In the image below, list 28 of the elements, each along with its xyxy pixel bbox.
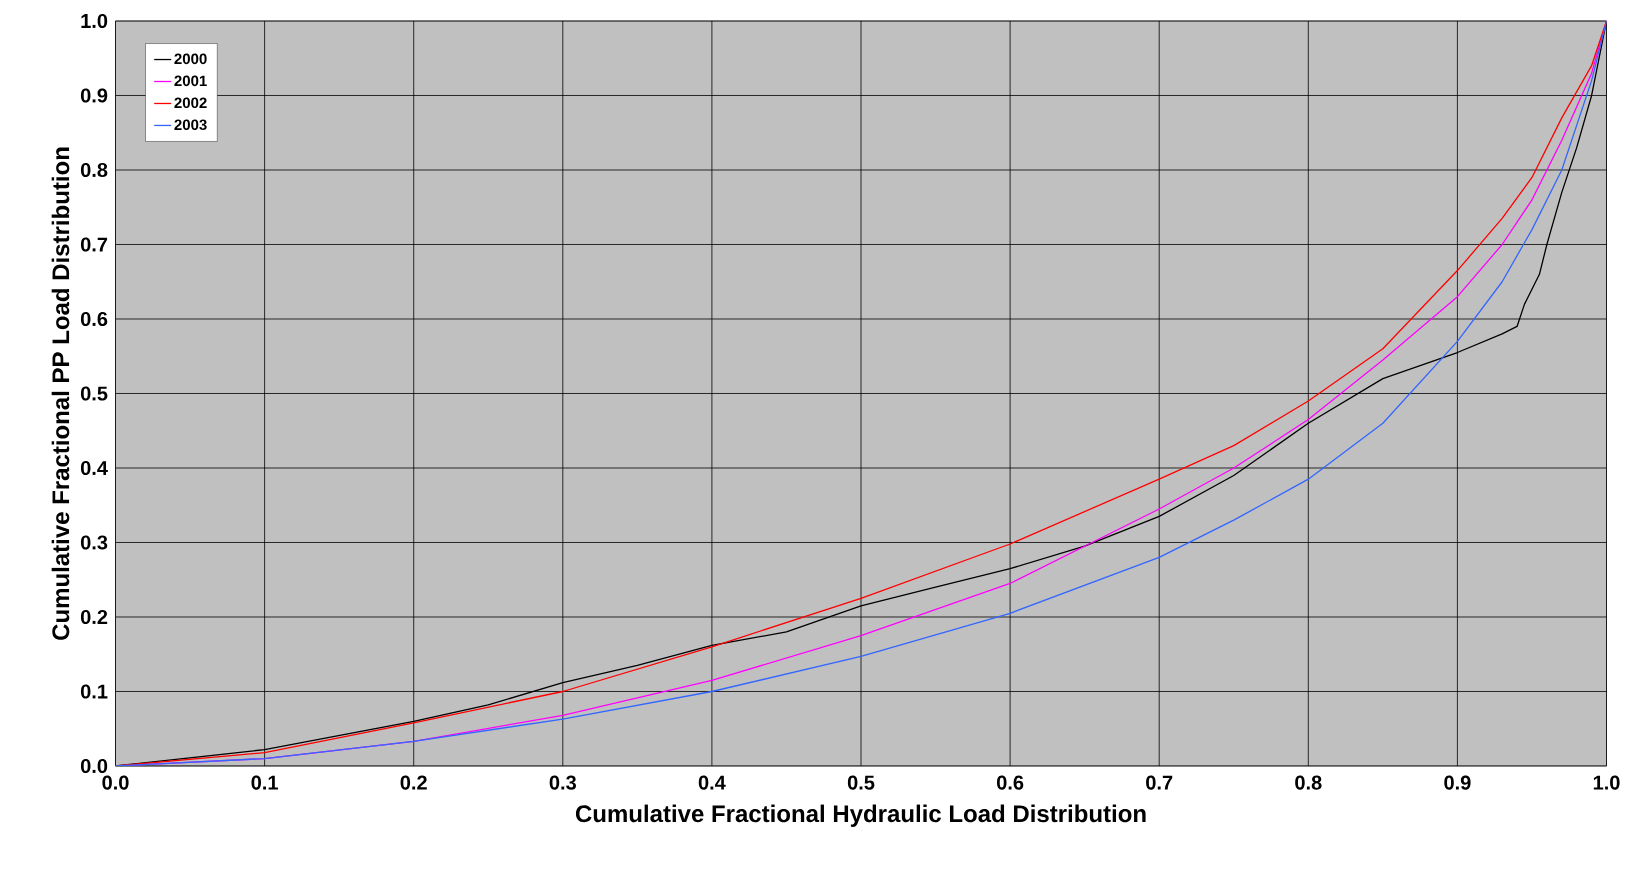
y-tick-label: 0.3 bbox=[80, 535, 108, 550]
legend-label: 2002 bbox=[174, 97, 207, 109]
x-tick-label: 0.0 bbox=[102, 775, 129, 790]
x-tick-label: 0.9 bbox=[1444, 775, 1471, 790]
x-tick-label: 0.2 bbox=[400, 775, 427, 790]
y-tick-label: 0.1 bbox=[80, 684, 108, 699]
y-tick-label: 0.6 bbox=[80, 311, 108, 327]
x-axis-title: Cumulative Fractional Hydraulic Load Distribution bbox=[575, 804, 1146, 827]
legend-label: 2000 bbox=[174, 53, 207, 65]
y-tick-label: 0.4 bbox=[80, 460, 108, 476]
y-tick-label: 0.0 bbox=[80, 758, 108, 774]
x-tick-label: 0.7 bbox=[1146, 775, 1173, 790]
x-tick-label: 0.3 bbox=[549, 775, 576, 790]
x-tick-label: 0.8 bbox=[1295, 775, 1322, 790]
x-tick-label: 0.5 bbox=[847, 775, 875, 790]
x-tick-label: 0.6 bbox=[996, 775, 1024, 790]
x-tick-label: 0.1 bbox=[251, 775, 278, 790]
y-tick-label: 0.9 bbox=[80, 88, 108, 103]
legend-label: 2001 bbox=[174, 75, 207, 87]
y-tick-label: 0.7 bbox=[80, 237, 108, 252]
y-tick-label: 0.5 bbox=[80, 386, 108, 401]
x-tick-label: 0.4 bbox=[698, 775, 726, 790]
y-tick-label: 0.2 bbox=[80, 609, 108, 625]
y-tick-label: 0.8 bbox=[80, 162, 108, 178]
x-tick-label: 1.0 bbox=[1593, 775, 1620, 790]
y-axis-title: Cumulative Fractional PP Load Distribution bbox=[51, 147, 70, 640]
y-tick-label: 1.0 bbox=[81, 13, 108, 29]
legend-label: 2003 bbox=[174, 119, 207, 131]
